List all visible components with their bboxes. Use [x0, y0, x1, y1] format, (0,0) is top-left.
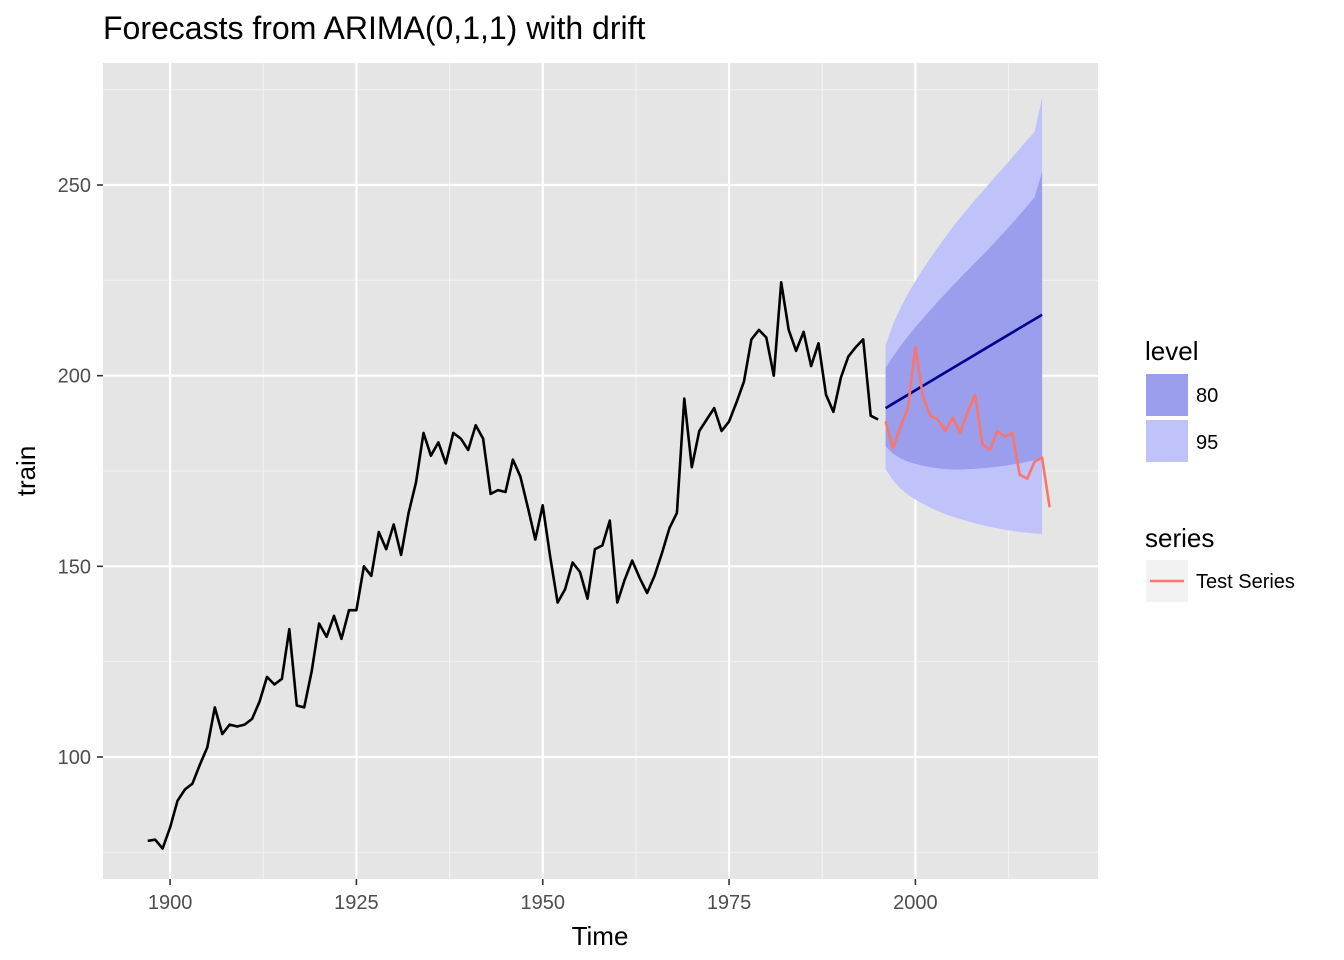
interval-band-80 [885, 171, 1043, 470]
series-line-observed [147, 280, 879, 850]
y-tick-label: 200 [58, 366, 91, 388]
legend-key-95 [1146, 420, 1188, 462]
x-tick-label: 1925 [334, 892, 379, 914]
x-axis: 1900 1925 1950 1975 2000 [148, 879, 938, 914]
x-tick-label: 1975 [707, 892, 752, 914]
y-tick-label: 150 [58, 556, 91, 578]
y-tick-label: 100 [58, 747, 91, 769]
minor-gridlines [103, 63, 1098, 879]
x-axis-title: Time [572, 921, 629, 951]
x-tick-label: 1950 [520, 892, 565, 914]
legend-label-80: 80 [1196, 385, 1218, 407]
y-tick-label: 250 [58, 175, 91, 197]
legend-title-level: level [1145, 336, 1198, 366]
series-line-test-series [884, 345, 1051, 508]
legend: level 80 95 series Test Series [1145, 336, 1295, 602]
chart-title: Forecasts from ARIMA(0,1,1) with drift [103, 10, 645, 46]
legend-key-80 [1146, 374, 1188, 416]
legend-label-test-series: Test Series [1196, 571, 1295, 593]
legend-label-95: 95 [1196, 432, 1218, 454]
legend-title-series: series [1145, 523, 1214, 553]
series-lines [147, 280, 1051, 850]
x-tick-label: 1900 [148, 892, 193, 914]
prediction-intervals [885, 97, 1043, 534]
y-axis: 100 150 200 250 [58, 175, 103, 769]
x-tick-label: 2000 [893, 892, 938, 914]
y-axis-title: train [11, 446, 41, 497]
series-line-point-forecast [884, 313, 1043, 410]
